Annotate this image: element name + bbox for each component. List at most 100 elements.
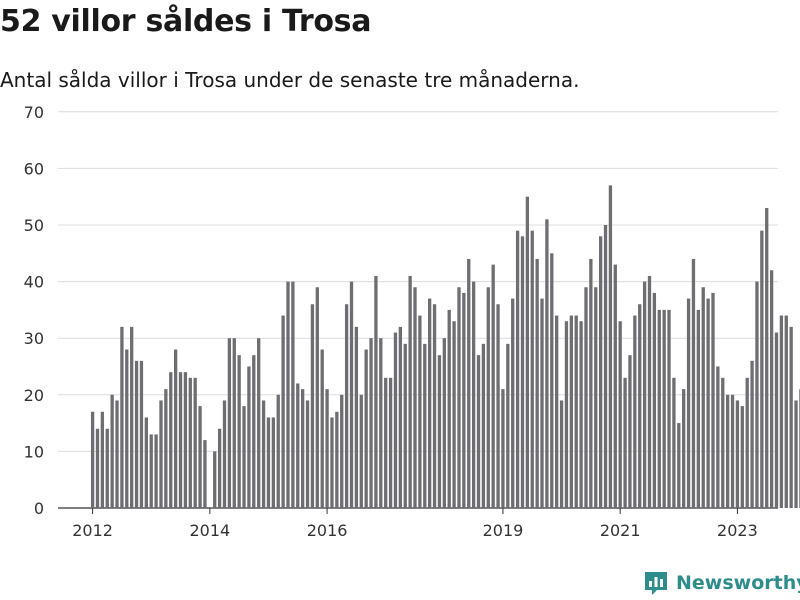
bar (403, 343, 407, 508)
bar (369, 338, 373, 508)
bar (706, 298, 710, 508)
y-tick-label: 10 (24, 442, 44, 461)
bar (315, 287, 319, 508)
brand-name: Newsworthy (676, 572, 800, 594)
chart-title: 52 villor såldes i Trosa (0, 4, 372, 39)
bar (486, 287, 490, 508)
bar (467, 258, 471, 508)
bar (428, 298, 432, 508)
bar (188, 377, 192, 508)
bar (779, 315, 784, 508)
bar (344, 304, 349, 508)
bar (677, 423, 681, 508)
bar (506, 343, 510, 508)
bar (310, 304, 315, 508)
bar (340, 394, 344, 508)
x-tick-label: 2019 (483, 521, 524, 540)
bar (555, 315, 559, 508)
bar (432, 304, 437, 508)
bar (457, 287, 461, 508)
bar (364, 349, 368, 508)
y-tick-label: 50 (24, 216, 44, 235)
bar (105, 428, 109, 508)
bar (647, 275, 652, 508)
bar (281, 315, 285, 508)
bar (437, 355, 442, 508)
bar (335, 411, 339, 508)
y-axis: 0 10 20 30 40 50 60 70 (24, 103, 44, 518)
bar (217, 428, 222, 508)
bar (169, 372, 173, 508)
bar (569, 315, 573, 508)
y-tick-label: 0 (34, 499, 44, 518)
bar (525, 196, 530, 508)
bar (296, 383, 300, 508)
bar (638, 304, 642, 508)
bar (530, 230, 534, 508)
bar (535, 258, 539, 508)
bar (227, 338, 232, 508)
bar (740, 406, 744, 508)
bar (423, 343, 427, 508)
bar (794, 400, 798, 508)
bar (726, 394, 730, 508)
bar (701, 287, 705, 508)
bar (471, 281, 476, 508)
bar (564, 321, 569, 508)
x-axis: 2012201420162019202120232025 (72, 508, 758, 540)
bar (261, 400, 266, 508)
bar (120, 326, 124, 508)
bar (325, 389, 329, 508)
bar (750, 360, 754, 508)
bar (559, 400, 564, 508)
bar (628, 355, 632, 508)
y-tick-label: 30 (24, 329, 44, 348)
x-tick-label: 2014 (189, 521, 230, 540)
bar (237, 355, 241, 508)
y-tick-label: 40 (24, 273, 44, 292)
bar (149, 434, 153, 508)
bar (408, 275, 412, 508)
bar (257, 338, 261, 508)
bar (774, 332, 779, 508)
bar (354, 326, 359, 508)
bar (540, 298, 544, 508)
bar (359, 394, 363, 508)
bar (491, 264, 495, 508)
bar (232, 338, 236, 508)
bar (110, 394, 114, 508)
bar (154, 434, 158, 508)
bar (173, 349, 178, 508)
bar (379, 338, 383, 508)
bar (213, 451, 217, 508)
bar (589, 258, 593, 508)
bar (735, 400, 740, 508)
y-tick-label: 20 (24, 386, 44, 405)
bar (603, 225, 608, 508)
bar (696, 309, 700, 508)
bar (662, 309, 666, 508)
y-tick-label: 70 (24, 103, 44, 122)
bar (550, 253, 554, 508)
bar (222, 400, 227, 508)
bar (574, 315, 578, 508)
bar (159, 400, 163, 508)
bar (657, 309, 661, 508)
bar (672, 377, 676, 508)
bar (598, 236, 603, 508)
chart-subtitle: Antal sålda villor i Trosa under de sena… (0, 68, 580, 92)
bar (476, 355, 481, 508)
bar (462, 292, 466, 508)
x-tick-label: 2012 (72, 521, 113, 540)
bar (374, 275, 378, 508)
bar (613, 264, 617, 508)
bar (183, 372, 188, 508)
bar (305, 400, 310, 508)
bar (100, 411, 105, 508)
bar (511, 298, 515, 508)
newsworthy-logo[interactable]: Newsworthy (644, 568, 800, 598)
newsworthy-logo-icon (645, 572, 667, 595)
bar (623, 377, 627, 508)
bar (716, 366, 720, 508)
bar (769, 270, 774, 508)
